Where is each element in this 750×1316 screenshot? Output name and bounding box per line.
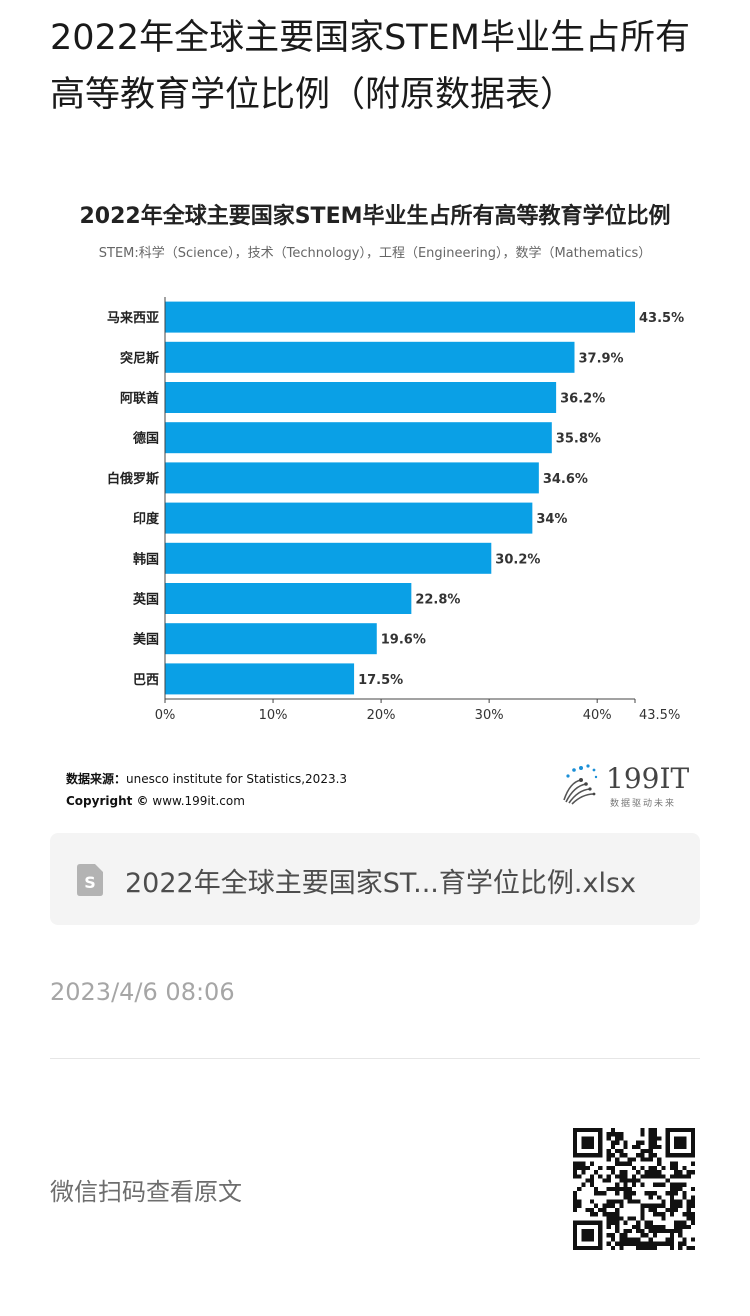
category-label: 美国 (133, 632, 159, 648)
x-tick-label: 0% (155, 708, 176, 723)
bar-0 (165, 301, 635, 333)
data-label: 37.9% (578, 351, 623, 366)
category-label: 白俄罗斯 (107, 471, 159, 487)
attachment-file-name[interactable]: 2022年全球主要国家ST...育学位比例.xlsx (125, 868, 636, 899)
bar-1 (165, 341, 575, 373)
publish-timestamp: 2023/4/6 08:06 (50, 978, 235, 1006)
category-label: 印度 (133, 511, 160, 527)
bar-chart: 马来西亚 43.5% 突尼斯 37.9% 阿联酋 36.2% 德国 35.8% 白俄罗斯 34.6… (107, 297, 684, 723)
x-tick-label: 43.5% (639, 708, 680, 723)
category-label: 马来西亚 (107, 310, 159, 326)
data-label: 30.2% (495, 552, 540, 567)
data-label: 17.5% (358, 673, 403, 688)
data-label: 34.6% (543, 472, 588, 487)
bar-2 (165, 382, 557, 413)
file-icon-letter: S (84, 873, 96, 892)
divider (50, 1058, 700, 1059)
bar-9 (165, 663, 355, 695)
199it-logo: 199IT 数据驱动未来 (558, 760, 698, 810)
chart-figure: 2022年全球主要国家STEM毕业生占所有高等教育学位比例 STEM:科学（Sc… (50, 190, 700, 820)
bar-4 (165, 462, 539, 494)
category-label: 阿联酋 (120, 391, 159, 407)
x-tick-label: 10% (259, 708, 288, 723)
logo-mark-icon (563, 764, 598, 805)
data-label: 36.2% (560, 392, 605, 407)
article-title: 2022年全球主要国家STEM毕业生占所有高等教育学位比例（附原数据表） (50, 18, 690, 115)
copyright-label: Copyright © (66, 794, 149, 808)
category-label: 韩国 (133, 551, 159, 567)
category-label: 德国 (133, 431, 159, 447)
source-label: 数据来源： (66, 772, 127, 786)
category-label: 巴西 (133, 673, 159, 688)
logo-tagline: 数据驱动未来 (610, 799, 677, 809)
chart-subtitle: STEM:科学（Science），技术（Technology），工程（Engin… (98, 246, 652, 261)
bar-8 (165, 623, 377, 655)
qr-hint-text: 微信扫码查看原文 (50, 1178, 242, 1206)
chart-title: 2022年全球主要国家STEM毕业生占所有高等教育学位比例 (79, 204, 671, 229)
data-label: 22.8% (415, 593, 460, 608)
attachment-card[interactable]: S 2022年全球主要国家ST...育学位比例.xlsx (50, 833, 700, 925)
x-tick-label: 30% (475, 708, 504, 723)
bar-3 (165, 422, 552, 454)
x-tick-label: 20% (367, 708, 396, 723)
qr-code-icon[interactable] (573, 1128, 695, 1250)
category-label: 突尼斯 (120, 350, 159, 366)
data-label: 43.5% (639, 311, 684, 326)
copyright-text: www.199it.com (152, 794, 245, 808)
data-label: 19.6% (381, 633, 426, 648)
logo-text: 199IT (606, 762, 690, 795)
data-label: 34% (536, 512, 567, 527)
bar-6 (165, 542, 492, 574)
category-label: 英国 (132, 592, 159, 608)
spreadsheet-file-icon: S (77, 864, 103, 896)
chart-source: 数据来源：unesco institute for Statistics,202… (66, 768, 347, 812)
bar-5 (165, 502, 533, 534)
data-label: 35.8% (556, 432, 601, 447)
x-tick-label: 40% (583, 708, 612, 723)
bar-7 (165, 583, 412, 614)
source-text: unesco institute for Statistics,2023.3 (126, 772, 348, 786)
